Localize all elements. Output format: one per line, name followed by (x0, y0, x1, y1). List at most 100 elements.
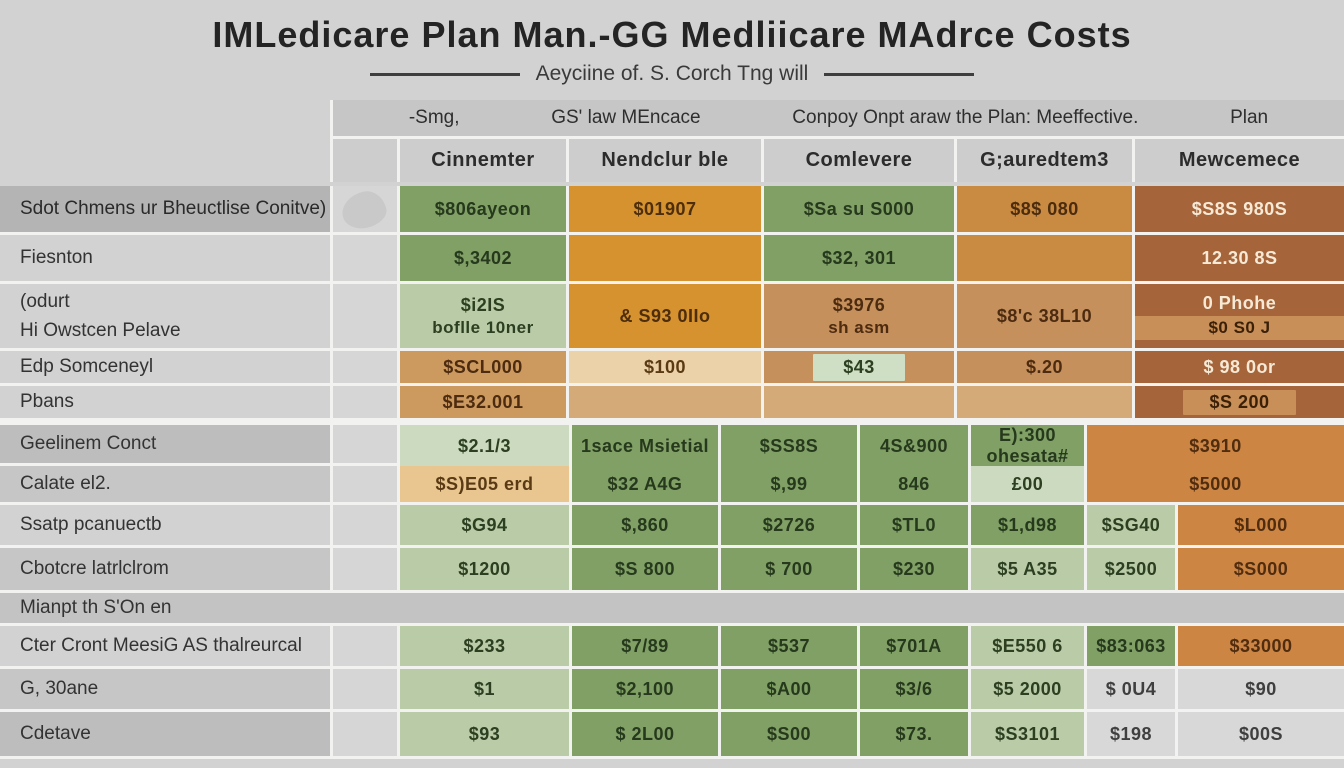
table-row: G, 30ane $1 $2,100 $A00 $3/6 $5 2000 $ 0U4 $90 (0, 669, 1344, 709)
table-cell: $TL0 (860, 505, 968, 545)
table-row: Cbotcre latrlclrom $1200 $S 800 $ 700 $230 $5… (0, 548, 1344, 590)
table-cell: $.20 (957, 351, 1132, 383)
row-cells: $1 $2,100 $A00 $3/6 $5 2000 $ 0U4 $90 (400, 669, 1344, 709)
title-block: IMLedicare Plan Man.-GG Medliicare MAdrc… (0, 14, 1344, 86)
table-row: Ssatp pcanuectb $G94 $,860 $2726 $TL0 $1,d98 $… (0, 505, 1344, 545)
table-cell: & S93 0IIo (569, 284, 761, 348)
table-cell: 846 (860, 466, 968, 502)
table-cell: $01907 (569, 186, 761, 232)
row-cells: $SCL000 $100 $43 $.20 $ 98 0or (400, 351, 1344, 383)
table-cell: $100 (569, 351, 761, 383)
table-row: (odurt Hi Owstcen Pelave $i2IS boflle 10ner… (0, 284, 1344, 348)
row-label: Edp Somceneyl (0, 351, 330, 383)
page-subtitle: Aeyciine of. S. Corch Tng will (0, 62, 1344, 86)
table-row: Cter Cront MeesiG AS thalreurcal $233 $7/8… (0, 626, 1344, 666)
row-cells: $i2IS boflle 10ner & S93 0IIo $3976 sh asm $8… (400, 284, 1344, 348)
table-cell: $S000 (1178, 548, 1344, 590)
table-row: Mianpt th S'On en (0, 593, 1344, 623)
table-row: Cdetave $93 $ 2L00 $S00 $73. $S3101 $198 $00S (0, 712, 1344, 756)
table-cell: $SG40 (1087, 505, 1175, 545)
table-cell: $5000 (1087, 466, 1344, 502)
header-band: -Smg, GS' law MEncace Conpoy Onpt araw t… (333, 100, 1344, 136)
row-label: Cter Cront MeesiG AS thalreurcal (0, 626, 330, 666)
table-cell: $1,d98 (971, 505, 1084, 545)
table-cell (569, 386, 761, 418)
row-label: Cdetave (0, 712, 330, 756)
table-cell: $S)E05 erd (400, 466, 569, 502)
row-cells: $,3402 $32, 301 12.30 8S (400, 235, 1344, 281)
table-cell: $ 0U4 (1087, 669, 1175, 709)
table-cell: $ 98 0or (1135, 351, 1344, 383)
header-band-segment: GS' law MEncace (551, 107, 701, 128)
spacer-cell (333, 548, 397, 590)
spacer-cell (333, 505, 397, 545)
row-cells: $1200 $S 800 $ 700 $230 $5 A35 $2500 $S000 (400, 548, 1344, 590)
table-cell: $i2IS boflle 10ner (400, 284, 566, 348)
table-cell: $SS8S (721, 425, 857, 467)
table-cell: 4S&900 (860, 425, 968, 467)
table-row: Edp Somceneyl $SCL000 $100 $43 $.20 $ 98 0or (0, 351, 1344, 383)
row-label: G, 30ane (0, 669, 330, 709)
table-cell: $,3402 (400, 235, 566, 281)
blob-icon (338, 187, 390, 233)
column-header: Mewcemece (1135, 139, 1344, 182)
table-cell: $3/6 (860, 669, 968, 709)
table-cell: $2,100 (572, 669, 718, 709)
row-cells: $233 $7/89 $537 $701A $E550 6 $83:063 $33000 (400, 626, 1344, 666)
table-cell: $SCL000 (400, 351, 566, 383)
spacer-cell (333, 284, 397, 348)
table-cell: $2500 (1087, 548, 1175, 590)
table-cell: $ 2L00 (572, 712, 718, 756)
table-cell (957, 235, 1132, 281)
table-cell: $,99 (721, 466, 857, 502)
spacer-cell (333, 712, 397, 756)
table-cell: $537 (721, 626, 857, 666)
row-label: (odurt Hi Owstcen Pelave (0, 284, 330, 348)
subtitle-left-rule (369, 72, 520, 76)
spacer-cell (333, 351, 397, 383)
table-cell: $S3101 (971, 712, 1084, 756)
row-cells: $E32.001 $S 200 (400, 386, 1344, 418)
table-header: -Smg, GS' law MEncace Conpoy Onpt araw t… (330, 100, 1344, 182)
table-cell (569, 235, 761, 281)
row-cells: $G94 $,860 $2726 $TL0 $1,d98 $SG40 $L000 (400, 505, 1344, 545)
table-cell: $2726 (721, 505, 857, 545)
table-cell: $S 200 (1135, 386, 1344, 418)
table-cell: $32, 301 (764, 235, 954, 281)
table-cell: $ 700 (721, 548, 857, 590)
cost-comparison-table: Sdot Chmens ur Bheuctlise Conitve) $806ay… (0, 186, 1344, 759)
table-cell: $73. (860, 712, 968, 756)
spacer-cell (333, 386, 397, 418)
table-cell: $2.1/3 (400, 425, 569, 467)
table-cell: $198 (1087, 712, 1175, 756)
table-cell: $00S (1178, 712, 1344, 756)
table-cell: $E32.001 (400, 386, 566, 418)
header-spacer-cell (333, 139, 397, 182)
table-cell: $8'c 38L10 (957, 284, 1132, 348)
table-cell: E):300 ohesata# (971, 425, 1084, 467)
header-band-segment: -Smg, (408, 107, 460, 128)
table-cell: $8$ 080 (957, 186, 1132, 232)
header-band-segment: Conpoy Onpt araw the Plan: Meeffective. (792, 107, 1139, 128)
table-cell: $5 A35 (971, 548, 1084, 590)
table-cell: $33000 (1178, 626, 1344, 666)
row-cells: $2.1/3 1sace Msietial $SS8S 4S&900 E):300 oh… (400, 425, 1344, 467)
row-cells: $806ayeon $01907 $Sa su S000 $8$ 080 $S8S 98… (400, 186, 1344, 232)
table-cell: $G94 (400, 505, 569, 545)
table-cell: $1200 (400, 548, 569, 590)
table-cell: $43 (764, 351, 954, 383)
header-band-segment: Plan (1230, 107, 1269, 128)
row-label: Calate el2. (0, 466, 330, 502)
table-cell: $3910 (1087, 425, 1344, 467)
row-cells: $S)E05 erd $32 A4G $,99 846 £00 $5000 (400, 466, 1344, 502)
table-row: Calate el2. $S)E05 erd $32 A4G $,99 846 £00 $5… (0, 466, 1344, 502)
table-cell: $93 (400, 712, 569, 756)
spacer-cell (333, 186, 397, 233)
table-cell: $S8S 980S (1135, 186, 1344, 232)
table-cell: $L000 (1178, 505, 1344, 545)
table-row: Pbans $E32.001 $S 200 (0, 386, 1344, 418)
column-header: Nendclur ble (569, 139, 761, 182)
table-cell: $1 (400, 669, 569, 709)
row-label: Cbotcre latrlclrom (0, 548, 330, 590)
row-label: Fiesnton (0, 235, 330, 281)
